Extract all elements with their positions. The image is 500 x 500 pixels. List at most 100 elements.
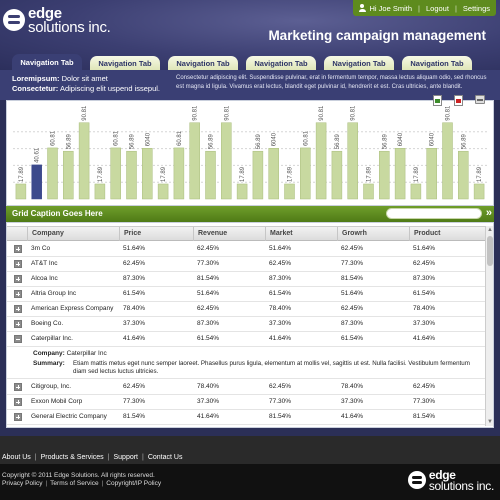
copyright-policy-link[interactable]: Copyright/IP Policy xyxy=(106,480,162,487)
table-row[interactable]: Altria Group Inc 61.54% 51.64% 61.54% 51.64%… xyxy=(7,287,485,302)
tab-navigation-4[interactable]: Navigation Tab xyxy=(246,56,316,70)
print-icon[interactable] xyxy=(475,95,485,104)
logo[interactable]: edge solutions inc. xyxy=(3,6,111,35)
expand-icon[interactable] xyxy=(14,305,22,313)
excel-icon[interactable] xyxy=(433,95,442,106)
chart-bar[interactable] xyxy=(205,150,216,200)
chart-bar[interactable] xyxy=(284,183,295,200)
chart-bar[interactable] xyxy=(363,183,374,200)
scrollbar[interactable]: ▲ ▼ xyxy=(485,226,493,426)
expand-icon[interactable] xyxy=(14,383,22,391)
cell-market: 81.54% xyxy=(269,413,292,420)
tab-navigation-3[interactable]: Navigation Tab xyxy=(168,56,238,70)
chart-bar[interactable] xyxy=(221,122,232,200)
scroll-up-icon[interactable]: ▲ xyxy=(487,227,493,233)
chart-bar[interactable] xyxy=(268,148,279,200)
chart-bar[interactable] xyxy=(47,147,58,200)
chart-bar[interactable] xyxy=(189,122,200,200)
privacy-policy-link[interactable]: Privacy Policy xyxy=(2,480,43,487)
chart-bar[interactable] xyxy=(426,148,437,200)
expand-icon[interactable] xyxy=(14,320,22,328)
scroll-thumb[interactable] xyxy=(487,236,493,266)
chart-bar[interactable] xyxy=(15,183,27,200)
scroll-down-icon[interactable]: ▼ xyxy=(487,419,493,425)
chart-bar[interactable] xyxy=(252,150,264,200)
chart-bar[interactable] xyxy=(110,147,121,200)
cell-company: 3m Co xyxy=(31,245,51,252)
user-name[interactable]: Hi Joe Smith xyxy=(369,3,413,13)
chevron-right-icon[interactable]: » xyxy=(485,207,492,219)
chart-bar[interactable] xyxy=(126,150,137,200)
grid-header: Company Price Revenue Market Growrh Prod… xyxy=(7,226,485,241)
chart-data-label: 17.89 xyxy=(161,166,167,182)
chart-data-label: 6040 xyxy=(272,132,278,146)
terms-of-service-link[interactable]: Terms of Service xyxy=(50,480,99,487)
expand-icon[interactable] xyxy=(14,398,22,406)
footer-link-contact[interactable]: Contact Us xyxy=(147,454,183,461)
table-row[interactable]: 3m Co 51.64% 62.45% 51.64% 62.45% 51.64% xyxy=(7,242,485,257)
column-header-growth[interactable]: Growrh xyxy=(337,227,409,241)
cell-company: Alcoa Inc xyxy=(31,275,58,282)
settings-link[interactable]: Settings xyxy=(462,3,490,13)
footer-logo[interactable]: edge solutions inc. xyxy=(407,468,494,493)
cell-company: Citigroup, Inc. xyxy=(31,383,72,390)
expand-icon[interactable] xyxy=(14,275,22,283)
table-row[interactable]: Boeing Co. 37.30% 87.30% 37.30% 87.30% 37.30% xyxy=(7,317,485,332)
chart-bar[interactable] xyxy=(315,122,327,200)
column-header-market[interactable]: Market xyxy=(265,227,337,241)
chart-bar[interactable] xyxy=(410,183,422,200)
column-header-product[interactable]: Product xyxy=(409,227,485,241)
chart-bar[interactable] xyxy=(236,183,248,200)
cell-price: 81.54% xyxy=(123,413,146,420)
table-row[interactable]: Exxon Mobil Corp 77.30% 37.30% 77.30% 37.30%… xyxy=(7,395,485,410)
table-row[interactable]: AT&T Inc 62.45% 77.30% 62.45% 77.30% 62.45% xyxy=(7,257,485,272)
column-header-revenue[interactable]: Revenue xyxy=(193,227,265,241)
footer-link-about[interactable]: About Us xyxy=(2,454,31,461)
table-row[interactable]: Citigroup, Inc. 62.45% 78.40% 62.45% 78.40% 6… xyxy=(7,380,485,395)
chart-data-label: 90.81 xyxy=(82,105,88,121)
expand-icon[interactable] xyxy=(14,290,22,298)
logout-link[interactable]: Logout xyxy=(425,3,449,13)
tab-navigation-1[interactable]: Navigation Tab xyxy=(12,54,82,70)
chart-bar[interactable] xyxy=(394,148,406,200)
table-row[interactable]: Alcoa Inc 87.30% 81.54% 87.30% 81.54% 87.30% xyxy=(7,272,485,287)
table-row[interactable]: General Electric Company 81.54% 41.64% 81.5… xyxy=(7,410,485,425)
expand-icon[interactable] xyxy=(14,260,22,268)
chart-bar[interactable] xyxy=(78,122,90,200)
tab-navigation-5[interactable]: Navigation Tab xyxy=(324,56,394,70)
chart-data-label: 56.89 xyxy=(130,134,136,150)
cell-growth: 77.30% xyxy=(341,260,364,267)
chart-bar[interactable] xyxy=(94,183,106,200)
expand-icon[interactable] xyxy=(14,245,22,253)
cell-company: General Electric Company xyxy=(31,413,107,420)
chart-data-label: 17.89 xyxy=(240,166,246,182)
chart-bar[interactable] xyxy=(458,150,469,200)
chart-bar[interactable] xyxy=(173,147,185,200)
chart-bar[interactable] xyxy=(442,122,453,200)
collapse-icon[interactable] xyxy=(14,335,22,343)
chart-bar[interactable] xyxy=(157,183,169,200)
chart-bar[interactable] xyxy=(347,122,358,200)
separator: | xyxy=(101,480,104,487)
chart-bar[interactable] xyxy=(331,150,343,200)
chart-bar[interactable] xyxy=(379,150,390,200)
table-row[interactable]: American Express Company 78.40% 62.45% 78.4… xyxy=(7,302,485,317)
tab-navigation-6[interactable]: Navigation Tab xyxy=(402,56,472,70)
footer-legal-links: Privacy Policy | Terms of Service | Copy… xyxy=(2,480,161,487)
chart-bar[interactable] xyxy=(31,164,42,200)
expand-icon[interactable] xyxy=(14,413,22,421)
column-header-company[interactable]: Company xyxy=(27,227,117,241)
grid-search-input[interactable] xyxy=(386,208,482,219)
chart-bar[interactable] xyxy=(473,183,485,200)
footer-link-products[interactable]: Products & Services xyxy=(40,454,104,461)
chart-bar[interactable] xyxy=(63,150,74,200)
column-header-price[interactable]: Price xyxy=(119,227,193,241)
chart-bar[interactable] xyxy=(300,147,311,200)
tab-navigation-2[interactable]: Navigation Tab xyxy=(90,56,160,70)
pdf-icon[interactable] xyxy=(454,95,463,106)
table-row[interactable]: Caterpillar Inc. 41.64% 61.54% 41.64% 61.54%… xyxy=(7,332,485,347)
chart-bar[interactable] xyxy=(142,148,153,200)
footer-logo-text: edge solutions inc. xyxy=(428,468,494,493)
cell-revenue: 81.54% xyxy=(197,275,220,282)
footer-link-support[interactable]: Support xyxy=(113,454,139,461)
